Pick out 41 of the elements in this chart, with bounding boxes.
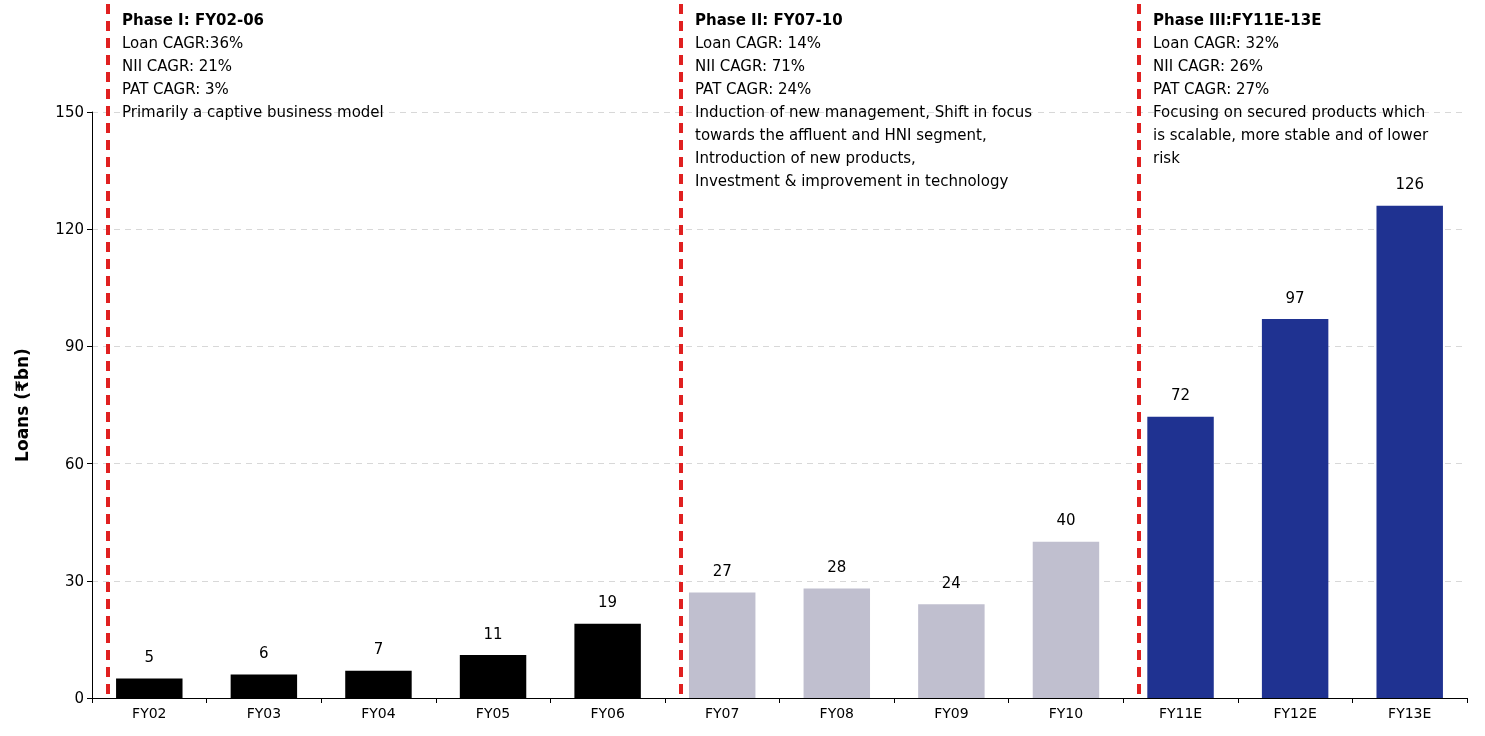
- y-axis-title: Loans (₹bn): [11, 348, 32, 462]
- y-tick-label: 150: [55, 103, 84, 121]
- data-label: 72: [1170, 386, 1191, 405]
- bar: [1147, 416, 1214, 698]
- data-label: 11: [483, 624, 503, 643]
- data-label: 40: [1056, 511, 1076, 530]
- bar: [688, 592, 756, 698]
- data-label: 19: [598, 593, 618, 612]
- x-tick-label: FY06: [590, 705, 625, 721]
- bar: [803, 588, 871, 698]
- x-tick-label: FY11E: [1158, 705, 1203, 721]
- data-label: 6: [259, 644, 269, 663]
- y-tick-label: 90: [64, 337, 84, 356]
- x-tick-label: FY09: [934, 705, 969, 721]
- x-tick-label: FY02: [132, 705, 167, 721]
- data-label: 28: [827, 558, 847, 577]
- data-label: 97: [1285, 288, 1305, 307]
- bar: [1261, 319, 1329, 698]
- y-tick-label: 0: [74, 689, 84, 707]
- data-label: 7: [373, 640, 384, 659]
- y-tick-label: 60: [64, 454, 84, 473]
- x-tick-label: FY08: [819, 705, 854, 721]
- bar: [1376, 205, 1443, 698]
- y-tick-label: 120: [55, 220, 84, 239]
- x-tick-label: FY05: [475, 705, 511, 721]
- data-label: 24: [941, 573, 961, 592]
- data-label: 5: [144, 647, 155, 666]
- x-tick-label: FY03: [246, 705, 282, 721]
- x-tick-label: FY07: [705, 705, 740, 721]
- y-tick-label: 30: [64, 571, 84, 590]
- bar: [1032, 541, 1100, 698]
- data-label: 126: [1395, 175, 1425, 194]
- data-label: 27: [712, 562, 732, 581]
- x-tick-label: FY04: [361, 705, 396, 721]
- ref-line-label: Phase III:FY11E-13E Loan CAGR: 32% NII CAGR: 26% PAT CAGR: 27% Focusing on secured products which is scalable, more stable and of lower risk: [1153, 10, 1430, 167]
- x-tick-label: FY10: [1048, 705, 1084, 721]
- ref-line-label: Phase I: FY02-06 Loan CAGR:36% NII CAGR: 21% PAT CAGR: 3% Primarily a captive business model: [122, 10, 384, 121]
- x-tick-label: FY12E: [1273, 705, 1317, 721]
- ref-line-label: Phase II: FY07-10 Loan CAGR: 14% NII CAGR: 71% PAT CAGR: 24% Induction of new management, Shift in focus towards the affluent and HNI segment, Introduction of new products, Investment & improvement in technology: [695, 10, 1033, 190]
- x-tick-label: FY13E: [1388, 705, 1432, 721]
- bar: [918, 604, 985, 698]
